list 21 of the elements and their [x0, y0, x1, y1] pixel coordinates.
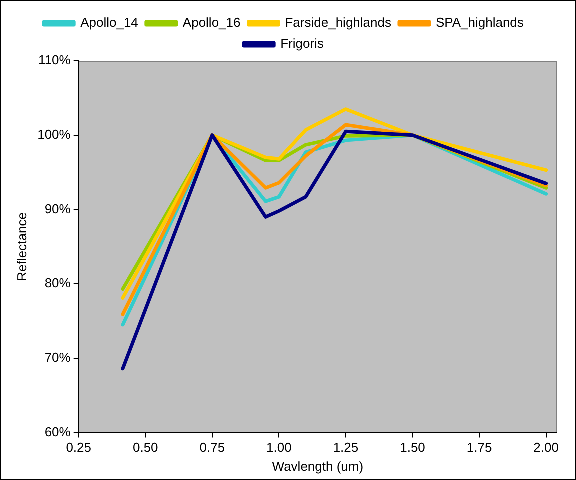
y-tick-label: 70% — [44, 350, 72, 366]
y-tick-label: 110% — [38, 52, 72, 68]
y-tick-label: 60% — [44, 424, 72, 440]
x-tick-label: 1.00 — [266, 440, 292, 456]
legend-label: Farside_highlands — [285, 15, 392, 30]
y-tick-label: 100% — [38, 126, 72, 142]
legend-label: Frigoris — [280, 36, 324, 52]
x-tick-label: 0.25 — [66, 440, 92, 456]
x-tick-label: 2.00 — [534, 440, 559, 456]
y-tick-label: 90% — [44, 201, 72, 216]
y-tick-label: 80% — [44, 276, 72, 291]
x-tick-label: 1.50 — [400, 440, 426, 456]
x-tick-label: 0.75 — [200, 440, 226, 456]
y-axis-title: Reflectance — [14, 212, 30, 282]
legend-label: SPA_highlands — [436, 15, 524, 30]
x-tick-label: 1.25 — [333, 440, 359, 456]
legend-label: Apollo_14 — [80, 15, 138, 30]
x-axis-title: Wavlength (um) — [272, 458, 364, 474]
x-tick-label: 1.75 — [466, 440, 492, 456]
x-tick-label: 0.50 — [132, 440, 158, 456]
legend-label: Apollo_16 — [182, 15, 241, 30]
